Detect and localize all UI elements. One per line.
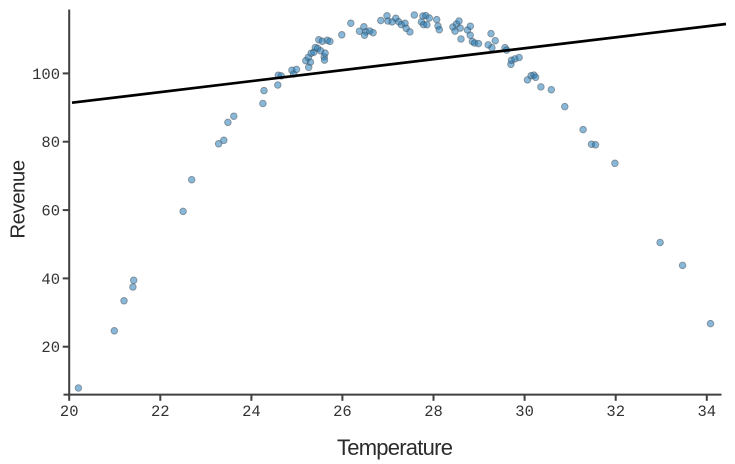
svg-text:24: 24 bbox=[242, 403, 261, 421]
svg-text:32: 32 bbox=[606, 403, 625, 421]
svg-text:Temperature: Temperature bbox=[337, 435, 453, 460]
svg-text:100: 100 bbox=[32, 66, 60, 84]
svg-text:30: 30 bbox=[515, 403, 534, 421]
svg-text:40: 40 bbox=[41, 271, 60, 289]
svg-text:28: 28 bbox=[424, 403, 443, 421]
svg-text:26: 26 bbox=[333, 403, 352, 421]
svg-text:20: 20 bbox=[60, 403, 79, 421]
svg-text:34: 34 bbox=[697, 403, 716, 421]
svg-text:20: 20 bbox=[41, 339, 60, 357]
svg-text:80: 80 bbox=[41, 134, 60, 152]
svg-text:22: 22 bbox=[151, 403, 170, 421]
svg-text:Revenue: Revenue bbox=[7, 160, 30, 238]
svg-text:60: 60 bbox=[41, 203, 60, 221]
